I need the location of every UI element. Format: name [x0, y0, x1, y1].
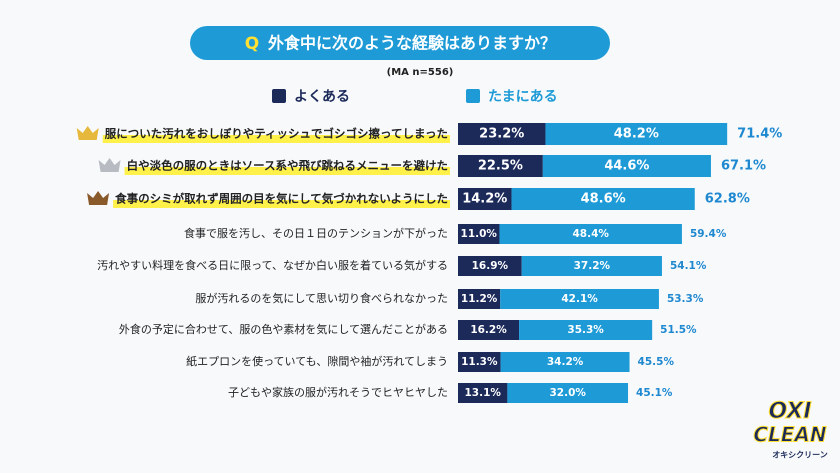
logo-subtext: オキシクリーン	[772, 450, 828, 460]
category-label: 食事で服を汚し、その日１日のテンションが下がった	[184, 226, 448, 240]
title-marker: Q	[245, 34, 259, 54]
bar-segment	[500, 352, 630, 372]
category-label: 白や淡色の服のときはソース系や飛び跳ねるメニューを避けた	[127, 159, 448, 173]
value-label: 11.2%	[461, 293, 498, 305]
value-label: 14.2%	[462, 192, 507, 207]
bar-segment	[458, 256, 522, 276]
category-label: 子どもや家族の服が汚れそうでヒヤヒヤした	[228, 385, 448, 399]
category-label: 食事のシミが取れず周囲の目を気にして気づかれないようにした	[115, 192, 448, 206]
value-label: 16.2%	[470, 324, 507, 336]
bar-segment	[499, 224, 682, 244]
category-label: 服についた汚れをおしぼりやティッシュでゴシゴシ擦ってしまった	[105, 127, 448, 141]
title-pill	[190, 26, 610, 60]
chart-subtitle: (MA n=556)	[387, 67, 454, 78]
value-label: 32.0%	[549, 387, 586, 399]
bar-segment	[507, 383, 629, 403]
bar-segment	[458, 123, 546, 145]
value-label: 48.2%	[614, 127, 659, 142]
bar-segment	[511, 188, 695, 210]
bar-segment	[500, 289, 659, 309]
logo-text: OXI	[768, 399, 811, 424]
bar-segment	[521, 256, 662, 276]
bar-segment	[458, 188, 512, 210]
value-label: 11.3%	[461, 356, 498, 368]
crown-icon	[98, 158, 121, 172]
legend-swatch	[272, 89, 286, 103]
bar-segment	[458, 155, 543, 177]
value-label: 11.0%	[461, 228, 498, 240]
bar-segment	[542, 155, 711, 177]
total-label: 67.1%	[721, 159, 766, 174]
value-label: 35.3%	[567, 324, 604, 336]
value-label: 23.2%	[479, 127, 524, 142]
bar-segment	[458, 224, 500, 244]
value-label: 48.4%	[572, 228, 609, 240]
value-label: 37.2%	[574, 260, 611, 272]
bar-segment	[458, 320, 520, 340]
logo-text: CLEAN	[753, 423, 827, 447]
total-label: 45.1%	[636, 387, 673, 399]
value-label: 22.5%	[478, 159, 523, 174]
total-label: 71.4%	[737, 127, 782, 142]
total-label: 45.5%	[638, 356, 675, 368]
bar-segment	[545, 123, 728, 145]
category-label: 汚れやすい料理を食べる日に限って、なぜか白い服を着ている気がする	[97, 258, 448, 272]
value-label: 13.1%	[464, 387, 501, 399]
total-label: 54.1%	[670, 260, 707, 272]
crown-icon	[76, 126, 99, 140]
legend-label: よくある	[294, 89, 350, 105]
value-label: 16.9%	[472, 260, 509, 272]
value-label: 34.2%	[547, 356, 584, 368]
bar-segment	[458, 289, 501, 309]
value-label: 44.6%	[604, 159, 649, 174]
bar-segment	[519, 320, 653, 340]
total-label: 59.4%	[690, 228, 727, 240]
crown-icon	[87, 191, 110, 205]
legend-label: たまにある	[488, 89, 558, 105]
category-label: 外食の予定に合わせて、服の色や素材を気にして選んだことがある	[119, 322, 448, 336]
value-label: 42.1%	[561, 293, 598, 305]
label-highlight	[124, 167, 450, 175]
total-label: 53.3%	[667, 293, 704, 305]
total-label: 62.8%	[705, 192, 750, 207]
bar-segment	[458, 383, 508, 403]
value-label: 48.6%	[581, 192, 626, 207]
category-label: 服が汚れるのを気にして思い切り食べられなかった	[195, 291, 448, 305]
logo: OXI CLEAN オキシクリーン	[753, 399, 828, 460]
category-label: 紙エプロンを使っていても、隙間や袖が汚れてしまう	[186, 354, 448, 368]
label-highlight	[102, 135, 450, 143]
label-highlight	[113, 200, 450, 208]
bar-segment	[458, 352, 501, 372]
total-label: 51.5%	[660, 324, 697, 336]
chart-title: 外食中に次のような経験はありますか？	[267, 34, 556, 53]
legend-swatch	[466, 89, 480, 103]
